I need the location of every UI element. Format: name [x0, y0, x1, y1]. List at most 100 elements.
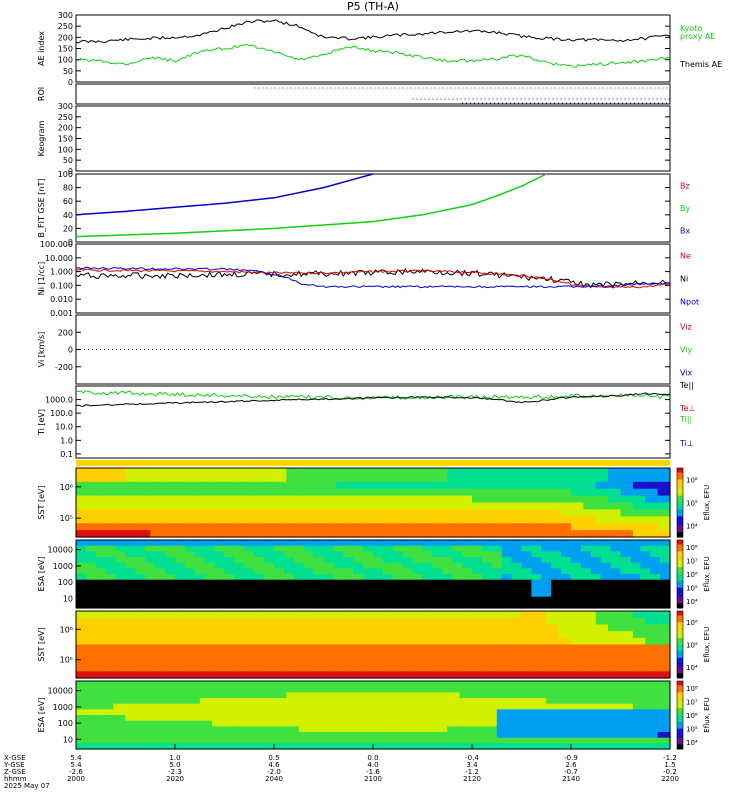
panel-frame-ti [75, 385, 671, 459]
xaxis-row-label-1: Y-GSE [3, 761, 25, 769]
xtick-row1-5: 2.6 [565, 761, 577, 769]
cbar-tick: 10⁶ [686, 712, 698, 720]
xtick-row1-6: 1.5 [664, 761, 675, 769]
cbar-tick: 10⁵ [686, 642, 698, 650]
ytick-label: 10000 [48, 687, 73, 696]
cbar-tick: 10⁸ [686, 685, 698, 693]
ytick-label: 0.010 [50, 295, 73, 304]
legend-vi-2: Vix [680, 369, 693, 378]
xtick-row2-4: -1.2 [465, 768, 479, 776]
colorbar-ions_esa_en [676, 539, 684, 609]
ytick-label: 1000.0 [45, 396, 73, 405]
spectrogram-elec_esa_en [76, 681, 671, 750]
ytick-label: 100.000 [40, 240, 73, 249]
ytick-label: 60 [63, 197, 73, 206]
panel-frame-keogram [75, 105, 671, 172]
date-label: 2025 May 07 [4, 782, 50, 790]
ytick-label: 10 [63, 735, 73, 744]
xtick-row1-3: 4.0 [367, 761, 378, 769]
ylabel-ti: Ti [eV] [37, 409, 46, 436]
ae-series-proxy-ae [75, 44, 671, 68]
panel-frame-roi [75, 83, 671, 105]
panel-frame-ni [75, 243, 671, 314]
ytick-label: 200 [58, 124, 73, 133]
xtick-row0-6: -1.2 [663, 754, 677, 762]
xtick-row3-6: 2200 [661, 775, 679, 783]
cbar-label-ions_esa_en: Eflux, EFU [703, 556, 711, 591]
ni-series-ni [75, 268, 671, 289]
legend-ni-0: Ne [680, 252, 691, 261]
ytick-label: 100 [58, 56, 73, 65]
ytick-label: 100 [58, 145, 73, 154]
ytick-label: 250 [58, 113, 73, 122]
ytick-label: 10 [63, 594, 73, 603]
panel-frame-ae [75, 14, 671, 83]
colorbar-elec_sst_en [676, 610, 684, 679]
colorbar-ions_sst_en [676, 467, 684, 538]
ytick-label: 10.0 [55, 423, 73, 432]
spectrogram-ions_esa_en [76, 540, 671, 609]
cbar-tick: 10⁵ [686, 500, 698, 508]
ylabel-ae: AE index [37, 31, 46, 66]
legend-vi-1: Viy [680, 346, 693, 355]
cbar-tick: 10⁸ [686, 544, 698, 552]
ni-series-npot [75, 266, 671, 289]
cbar-tick: 10⁴ [686, 598, 698, 606]
ytick-label: 10⁵ [60, 656, 73, 665]
ytick-label: 100 [58, 578, 73, 587]
cbar-tick: 10⁶ [686, 571, 698, 579]
cbar-tick: 10⁶ [686, 477, 698, 485]
ti-series-1 [75, 392, 671, 407]
flag-strip [76, 460, 670, 466]
ylabel-elec_sst_en: SST [eV] [37, 627, 46, 661]
panel-frame-ions_esa_en [75, 539, 671, 609]
ytick-label: 250 [58, 22, 73, 31]
ytick-label: 10⁶ [60, 625, 73, 634]
ytick-label: 100 [58, 719, 73, 728]
ytick-label: 10⁶ [60, 483, 73, 492]
xtick-row0-5: -0.9 [564, 754, 578, 762]
ytick-label: 0 [68, 346, 73, 355]
xtick-row1-0: 5.4 [70, 761, 82, 769]
xtick-row3-4: 2120 [463, 775, 481, 783]
plot-title: P5 (TH-A) [347, 0, 399, 13]
xtick-row1-1: 5.0 [169, 761, 180, 769]
xaxis-row-label-0: X-GSE [4, 754, 26, 762]
ytick-label: 50 [63, 67, 73, 76]
xaxis-row-label-3: hhmm [4, 775, 27, 783]
ytick-label: 0 [68, 238, 73, 247]
xtick-row0-2: 0.5 [268, 754, 279, 762]
ytick-label: 300 [58, 102, 73, 111]
ytick-label: 1.000 [50, 268, 73, 277]
cbar-tick: 10⁶ [686, 619, 698, 627]
xtick-row3-0: 2000 [67, 775, 85, 783]
ni-series-ne [76, 268, 671, 289]
ytick-label: 100.0 [50, 409, 73, 418]
ytick-label: 20 [63, 224, 73, 233]
cbar-tick: 10⁴ [686, 664, 698, 672]
ytick-label: 150 [58, 45, 73, 54]
ytick-label: 0.001 [50, 309, 73, 318]
legend-ti-2: Ti|| [679, 415, 692, 424]
panel-frame-ions_sst_en [75, 467, 671, 538]
panel-frame-elec_sst_en [75, 610, 671, 679]
legend-bfit-0: Bz [680, 181, 690, 190]
xtick-row2-5: -0.7 [564, 768, 578, 776]
xtick-row1-4: 3.4 [466, 761, 478, 769]
ytick-label: 0 [68, 78, 73, 87]
cbar-tick: 10⁷ [686, 698, 698, 706]
legend-ni-2: Npot [680, 298, 699, 307]
ytick-label: 80 [63, 184, 73, 193]
xtick-row0-1: 1.0 [169, 754, 180, 762]
cbar-tick: 10⁷ [686, 557, 698, 565]
xtick-row1-2: 4.6 [268, 761, 280, 769]
xtick-row2-0: -2.6 [69, 768, 83, 776]
xtick-row3-1: 2020 [166, 775, 184, 783]
xtick-row2-6: -0.2 [663, 768, 677, 776]
legend-bfit-1: By [680, 204, 690, 213]
ytick-label: 40 [63, 211, 73, 220]
xtick-row0-0: 5.4 [70, 754, 82, 762]
